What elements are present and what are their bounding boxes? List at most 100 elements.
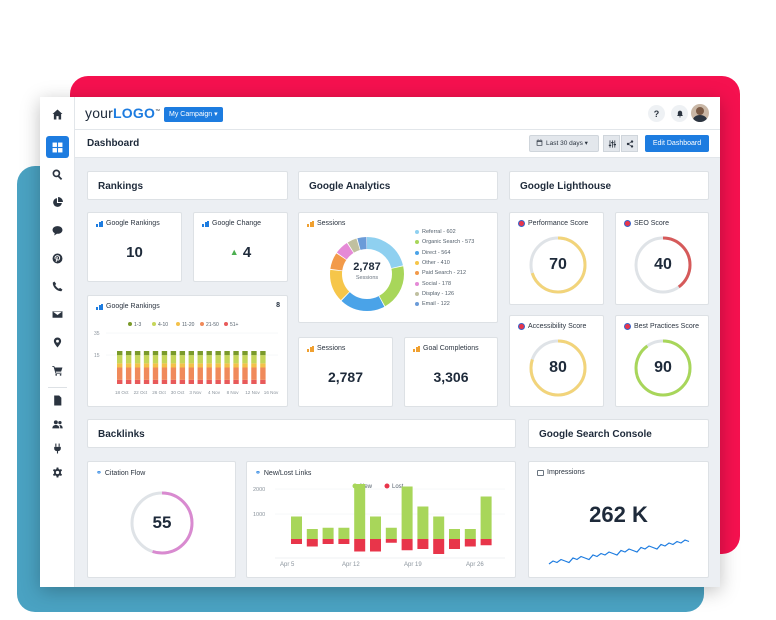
sidebar-item-chat[interactable] bbox=[46, 219, 69, 241]
ranking-bar-segment bbox=[152, 367, 159, 380]
widget-impressions[interactable]: Impressions 262 K bbox=[528, 461, 709, 578]
score-value: 90 bbox=[654, 359, 672, 376]
widget-label: Performance Score bbox=[528, 220, 589, 227]
ranking-bar-segment bbox=[224, 351, 230, 356]
help-button[interactable]: ? bbox=[648, 105, 665, 122]
user-avatar[interactable] bbox=[691, 104, 709, 122]
lighthouse-icon bbox=[624, 323, 631, 330]
campaign-dropdown[interactable]: My Campaign ▾ bbox=[164, 107, 223, 122]
widget-value: 10 bbox=[126, 244, 143, 261]
legend-dot bbox=[224, 322, 228, 326]
legend-label: New bbox=[360, 484, 373, 490]
ranking-bar-segment bbox=[206, 363, 212, 368]
sidebar-item-search[interactable] bbox=[46, 163, 69, 185]
widget-goal-completions[interactable]: Goal Completions 3,306 bbox=[404, 337, 498, 407]
new-links-bar bbox=[385, 527, 397, 539]
ranking-bar-segment bbox=[143, 363, 150, 368]
y-tick-label: 35 bbox=[94, 331, 100, 337]
sidebar-item-email[interactable] bbox=[46, 303, 69, 325]
ring-progress bbox=[130, 491, 194, 555]
help-icon: ? bbox=[653, 108, 660, 119]
sidebar-item-users[interactable] bbox=[46, 413, 69, 435]
ranking-bar-segment bbox=[161, 351, 168, 356]
new-lost-links-bar-chart: New Lost 2000 1000 Apr 5 Apr 12 Apr 19 Apr 26 bbox=[253, 483, 505, 568]
home-icon bbox=[52, 109, 63, 119]
score-value: 80 bbox=[549, 359, 567, 376]
sidebar-item-integrations[interactable] bbox=[46, 437, 69, 459]
legend-item: Paid Search - 212 bbox=[415, 268, 474, 278]
ranking-bar-segment bbox=[206, 351, 212, 356]
date-range-dropdown[interactable]: Last 30 days ▾ bbox=[529, 135, 599, 152]
impressions-sparkline bbox=[548, 539, 690, 565]
ranking-bar-segment bbox=[251, 351, 257, 356]
sidebar-item-pinterest[interactable] bbox=[46, 247, 69, 269]
ranking-bar-segment bbox=[233, 355, 239, 364]
donut-slice bbox=[330, 237, 404, 311]
lighthouse-icon bbox=[518, 220, 525, 227]
sidebar-item-calls[interactable] bbox=[46, 275, 69, 297]
sidebar-item-home[interactable] bbox=[46, 103, 69, 125]
ranking-bar-segment bbox=[152, 379, 159, 384]
mail-icon bbox=[52, 310, 63, 318]
x-tick-label: 22 Oct bbox=[134, 390, 148, 395]
widget-label: Google Rankings bbox=[106, 303, 160, 310]
new-links-bar bbox=[370, 516, 381, 539]
score-ring: 80 bbox=[528, 338, 588, 398]
chevron-down-icon: ▾ bbox=[584, 140, 588, 147]
donut-slice bbox=[330, 237, 404, 311]
widget-label: New/Lost Links bbox=[263, 469, 312, 477]
widget-label: Google Change bbox=[212, 220, 262, 227]
new-links-bar bbox=[338, 527, 350, 539]
ranking-bar-segment bbox=[179, 379, 186, 384]
widget-google-rankings[interactable]: Google Rankings 10 bbox=[87, 212, 182, 282]
widget-sessions[interactable]: Sessions 2,787 bbox=[298, 337, 393, 407]
ring-progress bbox=[529, 236, 587, 294]
sidebar-item-analytics[interactable] bbox=[46, 191, 69, 213]
ranking-bar-segment bbox=[152, 351, 159, 356]
widget-performance-score[interactable]: Performance Score 70 bbox=[509, 212, 604, 305]
widget-best-practices-score[interactable]: Best Practices Score 90 bbox=[615, 315, 709, 407]
lost-links-bar bbox=[449, 539, 460, 549]
sidebar-item-settings[interactable] bbox=[46, 461, 69, 483]
share-button[interactable] bbox=[621, 135, 638, 152]
ring-progress bbox=[634, 339, 692, 397]
widget-new-lost-links[interactable]: ⚭ New/Lost Links New Lost 2000 1000 Apr 5 Apr … bbox=[246, 461, 516, 578]
section-header-rankings: Rankings bbox=[87, 171, 288, 200]
x-tick-label: 26 Oct bbox=[152, 390, 166, 395]
widget-rankings-chart[interactable]: Google Rankings 8 1-3 4-10 11-20 21-50 51+ 35… bbox=[87, 295, 288, 407]
widget-citation-flow[interactable]: ⚭ Citation Flow 55 bbox=[87, 461, 236, 578]
ranking-bar-segment bbox=[242, 367, 248, 380]
y-tick-label: 2000 bbox=[253, 487, 265, 493]
x-tick-label: 16 Nov bbox=[264, 390, 279, 395]
filter-settings-button[interactable] bbox=[603, 135, 620, 152]
new-links-bar bbox=[464, 529, 476, 539]
ranking-bar-segment bbox=[197, 363, 203, 368]
widget-value: 3,306 bbox=[433, 369, 469, 385]
widget-seo-score[interactable]: SEO Score 40 bbox=[615, 212, 709, 305]
x-tick-label: Apr 26 bbox=[466, 562, 484, 568]
sidebar-item-reports[interactable] bbox=[46, 389, 69, 411]
widget-google-change[interactable]: Google Change ▲ 4 bbox=[193, 212, 288, 282]
sidebar-item-dashboard[interactable] bbox=[46, 136, 69, 158]
search-console-icon bbox=[537, 469, 544, 476]
sidebar-item-ecommerce[interactable] bbox=[46, 359, 69, 381]
widget-label: Google Rankings bbox=[106, 220, 160, 227]
edit-dashboard-button[interactable]: Edit Dashboard bbox=[645, 135, 709, 152]
notifications-button[interactable] bbox=[671, 105, 688, 122]
x-tick-label: Apr 5 bbox=[280, 562, 295, 568]
brand-logo[interactable]: yourLOGO™ bbox=[85, 105, 161, 121]
x-tick-label: 18 Oct bbox=[115, 390, 129, 395]
lost-links-bar bbox=[433, 539, 445, 554]
widget-sessions-donut[interactable]: Sessions 2,787 Sessions Referral - 602 Or… bbox=[298, 212, 498, 323]
citation-value: 55 bbox=[152, 513, 172, 532]
widget-accessibility-score[interactable]: Accessibility Score 80 bbox=[509, 315, 604, 407]
legend-dot bbox=[152, 322, 156, 326]
link-icon: ⚭ bbox=[255, 470, 261, 477]
ranking-bar-segment bbox=[125, 379, 132, 384]
ranking-bar-segment bbox=[125, 363, 132, 368]
ring-progress bbox=[529, 339, 587, 397]
ranking-bar-segment bbox=[224, 355, 230, 364]
ranking-bar-segment bbox=[242, 355, 248, 364]
sidebar-item-local[interactable] bbox=[46, 331, 69, 353]
ranking-bar-segment bbox=[134, 355, 141, 364]
